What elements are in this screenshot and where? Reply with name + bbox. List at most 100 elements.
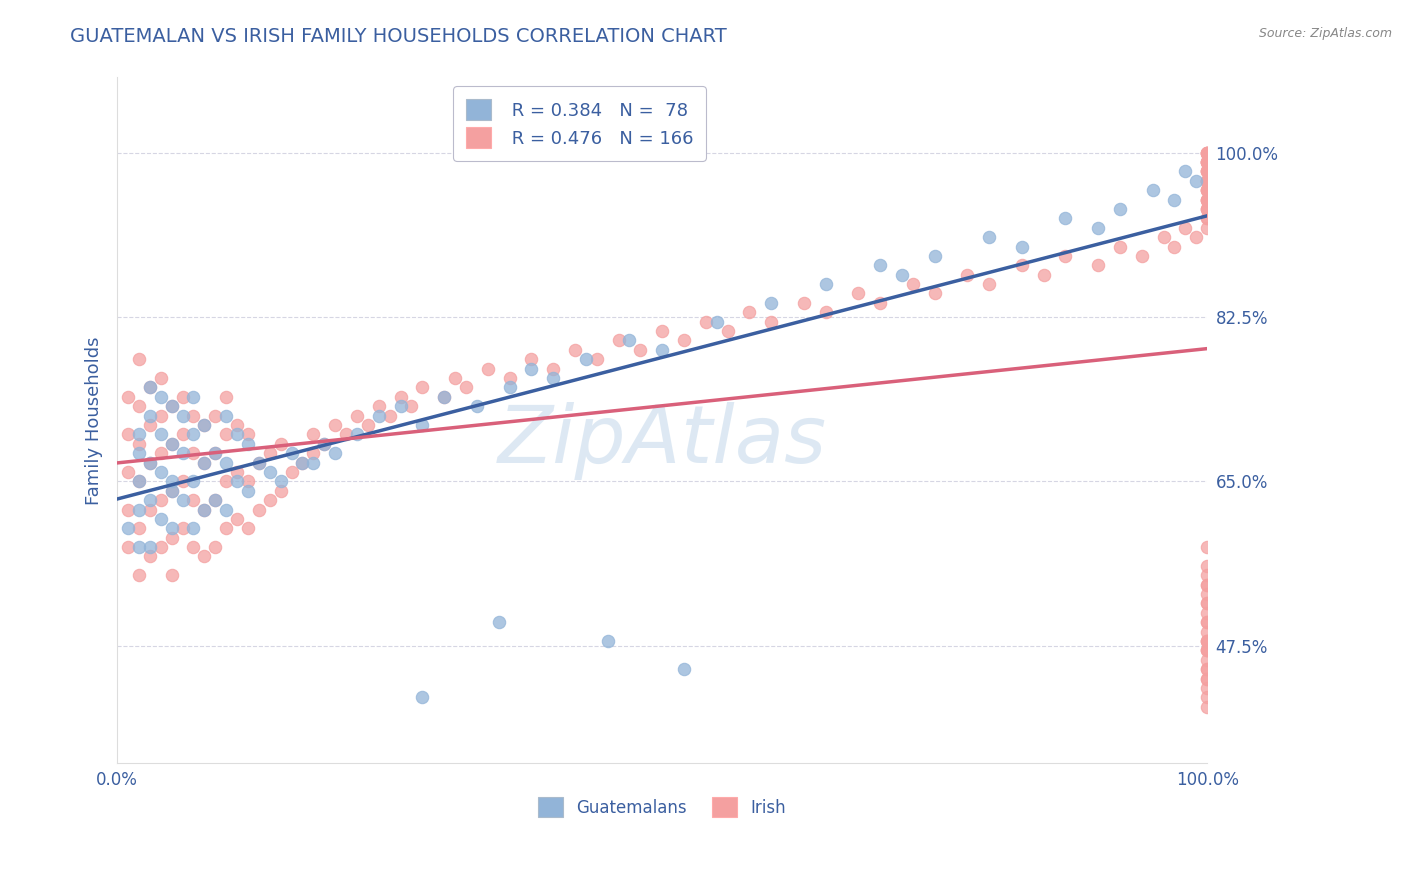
Point — [1032, 268, 1054, 282]
Point — [149, 465, 172, 479]
Point — [183, 409, 205, 423]
Point — [259, 493, 281, 508]
Point — [323, 417, 346, 432]
Point — [236, 436, 259, 450]
Point — [172, 446, 194, 460]
Point — [1197, 597, 1219, 611]
Point — [160, 436, 183, 450]
Point — [149, 540, 172, 554]
Point — [1197, 155, 1219, 169]
Point — [1197, 558, 1219, 573]
Point — [433, 390, 456, 404]
Point — [1130, 249, 1153, 263]
Point — [128, 352, 150, 367]
Point — [204, 493, 226, 508]
Point — [498, 380, 520, 394]
Point — [226, 417, 249, 432]
Point — [1197, 653, 1219, 667]
Point — [139, 417, 162, 432]
Point — [128, 568, 150, 582]
Point — [172, 521, 194, 535]
Point — [1197, 587, 1219, 601]
Point — [117, 427, 139, 442]
Point — [183, 446, 205, 460]
Point — [270, 483, 292, 498]
Point — [1087, 258, 1109, 272]
Point — [160, 399, 183, 413]
Point — [226, 475, 249, 489]
Point — [367, 399, 389, 413]
Point — [444, 371, 467, 385]
Point — [1197, 202, 1219, 216]
Point — [1197, 193, 1219, 207]
Point — [183, 493, 205, 508]
Point — [204, 446, 226, 460]
Point — [1142, 183, 1164, 197]
Point — [193, 502, 215, 516]
Point — [128, 399, 150, 413]
Point — [1197, 615, 1219, 630]
Point — [183, 427, 205, 442]
Point — [193, 456, 215, 470]
Point — [1197, 211, 1219, 226]
Point — [672, 662, 695, 676]
Point — [236, 521, 259, 535]
Point — [814, 277, 837, 291]
Point — [149, 371, 172, 385]
Point — [226, 512, 249, 526]
Point — [695, 315, 717, 329]
Point — [1197, 183, 1219, 197]
Point — [128, 427, 150, 442]
Point — [172, 390, 194, 404]
Point — [1197, 634, 1219, 648]
Point — [291, 456, 314, 470]
Point — [924, 249, 946, 263]
Point — [314, 436, 336, 450]
Point — [1197, 145, 1219, 160]
Point — [1197, 155, 1219, 169]
Point — [160, 483, 183, 498]
Point — [302, 427, 325, 442]
Point — [139, 493, 162, 508]
Point — [454, 380, 477, 394]
Point — [541, 361, 564, 376]
Text: ZipAtlas: ZipAtlas — [498, 402, 827, 480]
Point — [172, 475, 194, 489]
Point — [1197, 577, 1219, 591]
Point — [1197, 597, 1219, 611]
Point — [1197, 690, 1219, 705]
Point — [651, 324, 673, 338]
Point — [869, 258, 891, 272]
Point — [204, 446, 226, 460]
Point — [1197, 145, 1219, 160]
Point — [1197, 211, 1219, 226]
Legend: Guatemalans, Irish: Guatemalans, Irish — [531, 791, 793, 823]
Point — [172, 427, 194, 442]
Point — [302, 456, 325, 470]
Point — [128, 475, 150, 489]
Point — [1163, 193, 1185, 207]
Point — [183, 540, 205, 554]
Point — [1197, 164, 1219, 178]
Point — [172, 409, 194, 423]
Point — [193, 502, 215, 516]
Point — [149, 427, 172, 442]
Point — [215, 502, 238, 516]
Point — [160, 568, 183, 582]
Point — [128, 540, 150, 554]
Point — [247, 456, 270, 470]
Point — [1197, 662, 1219, 676]
Point — [215, 456, 238, 470]
Point — [259, 465, 281, 479]
Point — [1197, 183, 1219, 197]
Point — [848, 286, 870, 301]
Point — [204, 493, 226, 508]
Point — [979, 230, 1001, 244]
Point — [979, 277, 1001, 291]
Point — [149, 409, 172, 423]
Point — [1197, 624, 1219, 639]
Point — [1197, 164, 1219, 178]
Point — [226, 465, 249, 479]
Point — [488, 615, 510, 630]
Point — [259, 446, 281, 460]
